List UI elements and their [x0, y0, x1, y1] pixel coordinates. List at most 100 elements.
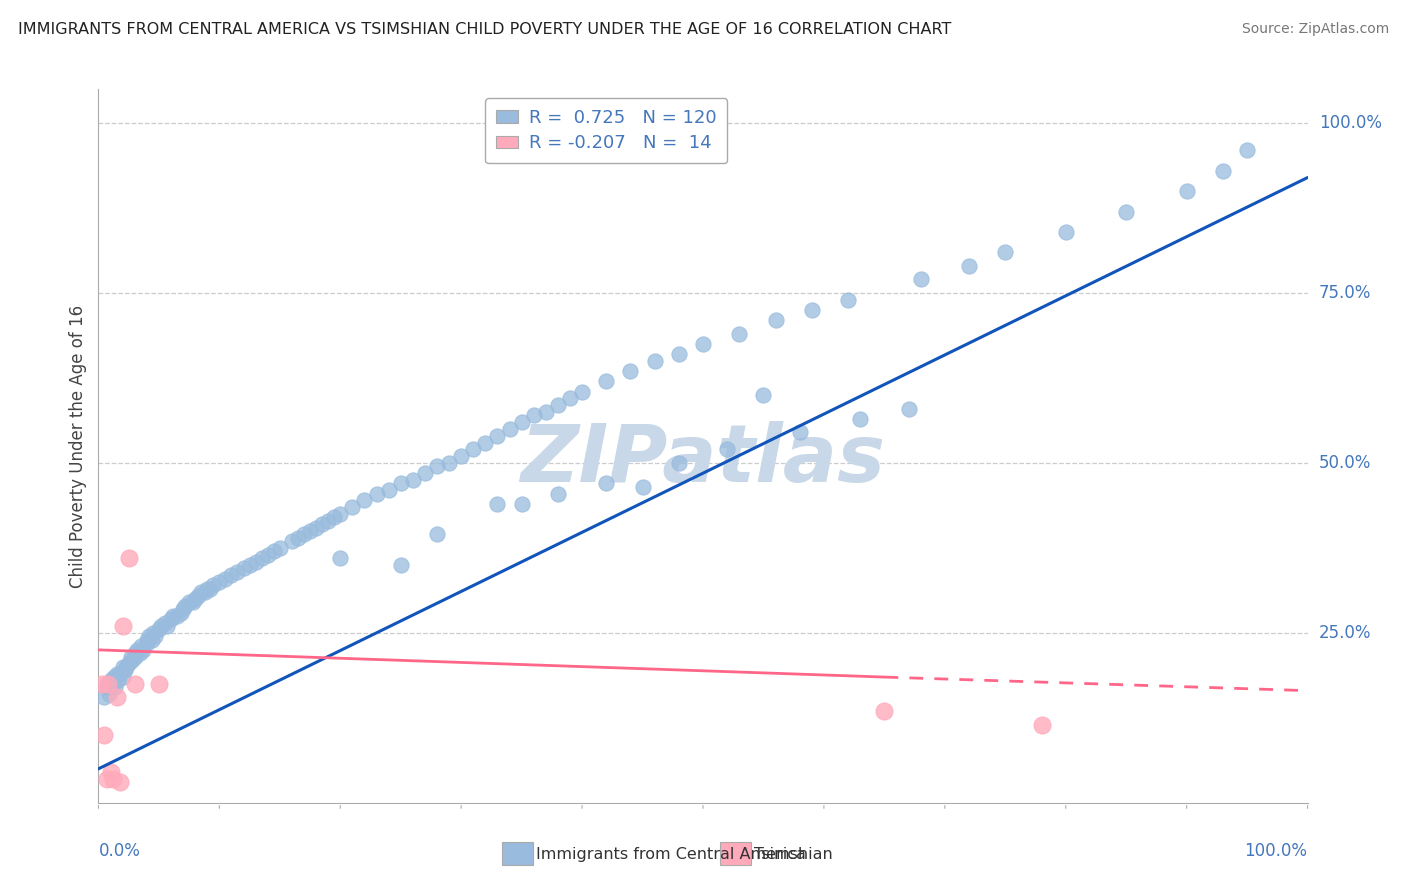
Point — [156, 619, 179, 633]
Point — [214, 572, 236, 586]
Point — [426, 527, 449, 541]
Point — [534, 405, 557, 419]
Point — [111, 660, 134, 674]
Text: 100.0%: 100.0% — [1319, 114, 1382, 132]
Legend: R =  0.725   N = 120, R = -0.207   N =  14: R = 0.725 N = 120, R = -0.207 N = 14 — [485, 98, 727, 163]
Point — [111, 670, 134, 684]
Point — [250, 551, 273, 566]
Point — [510, 415, 533, 429]
Point — [174, 599, 197, 613]
Point — [101, 772, 124, 786]
Point — [728, 326, 751, 341]
Point — [208, 574, 231, 589]
Point — [114, 663, 136, 677]
Point — [402, 473, 425, 487]
Point — [111, 619, 134, 633]
Text: 100.0%: 100.0% — [1244, 842, 1308, 860]
Point — [800, 303, 823, 318]
Point — [910, 272, 932, 286]
Point — [153, 615, 176, 630]
Point — [128, 646, 150, 660]
Point — [96, 680, 118, 694]
Point — [100, 673, 122, 688]
Point — [221, 568, 243, 582]
Point — [127, 643, 149, 657]
Point — [353, 493, 375, 508]
Point — [619, 364, 641, 378]
Point — [463, 442, 485, 457]
Point — [124, 646, 146, 660]
Point — [184, 591, 207, 606]
Point — [100, 765, 122, 780]
Point — [195, 582, 218, 596]
Point — [498, 422, 520, 436]
Point — [765, 313, 787, 327]
Point — [486, 497, 509, 511]
Text: 25.0%: 25.0% — [1319, 624, 1371, 642]
Point — [98, 687, 121, 701]
Point — [108, 666, 131, 681]
Point — [1031, 717, 1053, 731]
Point — [668, 347, 690, 361]
Point — [510, 497, 533, 511]
Point — [547, 486, 569, 500]
Point — [143, 629, 166, 643]
Point — [571, 384, 593, 399]
Point — [873, 704, 896, 718]
Y-axis label: Child Poverty Under the Age of 16: Child Poverty Under the Age of 16 — [69, 304, 87, 588]
Point — [124, 649, 146, 664]
Point — [129, 640, 152, 654]
Point — [1054, 225, 1077, 239]
Point — [232, 561, 254, 575]
Point — [124, 677, 146, 691]
Point — [97, 677, 120, 691]
Point — [194, 585, 217, 599]
Point — [135, 636, 157, 650]
Point — [426, 459, 449, 474]
Point — [93, 690, 115, 705]
Point — [595, 476, 617, 491]
Point — [179, 595, 201, 609]
Point — [160, 612, 183, 626]
Point — [994, 245, 1017, 260]
Point — [329, 507, 352, 521]
Point — [115, 660, 138, 674]
Point — [120, 649, 142, 664]
Point — [148, 623, 170, 637]
Point — [239, 558, 262, 572]
Point — [389, 558, 412, 572]
Point — [595, 375, 617, 389]
Point — [181, 595, 204, 609]
Point — [108, 775, 131, 789]
Point — [121, 653, 143, 667]
Point — [162, 608, 184, 623]
Point — [202, 578, 225, 592]
Point — [256, 548, 278, 562]
Text: ZIPatlas: ZIPatlas — [520, 421, 886, 500]
Text: Immigrants from Central America: Immigrants from Central America — [536, 847, 806, 862]
Point — [897, 401, 920, 416]
Point — [474, 435, 496, 450]
Text: Source: ZipAtlas.com: Source: ZipAtlas.com — [1241, 22, 1389, 37]
Point — [187, 589, 209, 603]
Point — [245, 555, 267, 569]
Point — [141, 632, 163, 647]
Point — [366, 486, 388, 500]
Point — [486, 429, 509, 443]
Point — [668, 456, 690, 470]
Text: Tsimshian: Tsimshian — [754, 847, 832, 862]
Point — [226, 565, 249, 579]
Point — [169, 606, 191, 620]
Point — [547, 398, 569, 412]
Point — [1212, 163, 1234, 178]
Text: 75.0%: 75.0% — [1319, 284, 1371, 302]
Point — [1175, 184, 1198, 198]
Point — [281, 534, 304, 549]
Point — [644, 354, 666, 368]
Point — [198, 582, 221, 596]
Point — [311, 517, 333, 532]
Point — [377, 483, 399, 498]
Point — [269, 541, 291, 555]
Point — [1115, 204, 1137, 219]
Point — [190, 585, 212, 599]
